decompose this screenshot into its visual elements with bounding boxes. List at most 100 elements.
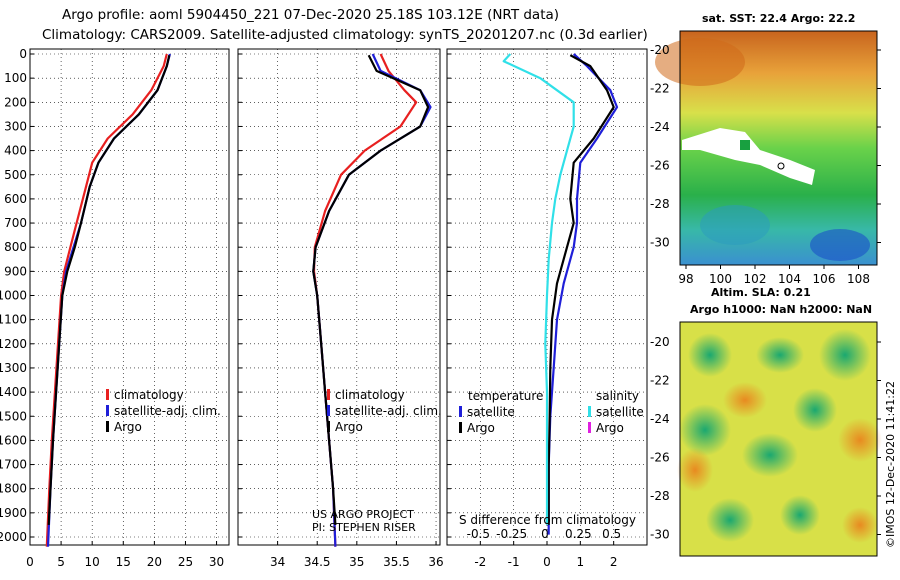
sst-warm-patch	[655, 38, 745, 86]
series-line-salinity-satellite	[502, 53, 575, 525]
map-ytick-label: -26	[650, 159, 670, 173]
xtick-label: 20	[147, 555, 162, 569]
map-xtick-label: 98	[678, 272, 693, 286]
difference-xlabel: S difference from climatology	[459, 513, 636, 527]
ytick-label: 2000	[0, 530, 27, 544]
sst-cool-patch	[700, 205, 770, 245]
map-ytick-label: -22	[650, 374, 670, 388]
sla-eddy	[780, 495, 820, 535]
series-line-satellite-adj-clim-	[46, 53, 171, 547]
ytick-label: 700	[4, 216, 27, 230]
xtick-label: 10	[85, 555, 100, 569]
sla-map-title: Altim. SLA: 0.21	[711, 286, 811, 299]
legend-label-temp-satellite: satellite	[467, 405, 515, 419]
legend-swatch-sal-argo	[588, 422, 591, 433]
map-ytick-label: -24	[650, 412, 670, 426]
sla-eddy	[679, 404, 731, 456]
ytick-label: 1100	[0, 313, 27, 327]
ytick-label: 1500	[0, 409, 27, 423]
ytick-label: 900	[4, 264, 27, 278]
legend-swatch-argo	[106, 421, 109, 432]
sal-xtick-label: 0.5	[602, 527, 621, 541]
map-ytick-label: -28	[650, 489, 670, 503]
xtick-label: -2	[474, 555, 486, 569]
sst-argo-marker	[777, 162, 785, 170]
sla-eddy	[793, 388, 837, 432]
ytick-label: 0	[19, 47, 27, 61]
pi-annotation: PI: STEPHEN RISER	[312, 521, 416, 534]
map-ytick-label: -28	[650, 197, 670, 211]
xtick-label: 35.5	[383, 555, 410, 569]
legend-swatch-sal-satellite	[588, 406, 591, 417]
sla-eddy	[742, 433, 798, 477]
legend-swatch-argo	[327, 421, 330, 432]
sla-high	[838, 418, 882, 462]
ytick-label: 1600	[0, 433, 27, 447]
ytick-label: 200	[4, 95, 27, 109]
sst-pixel-patch	[740, 140, 750, 150]
map-ytick-label: -30	[650, 528, 670, 542]
map-ytick-label: -26	[650, 451, 670, 465]
sla-map-frame	[679, 321, 878, 557]
sla-eddy	[688, 333, 732, 377]
temperature-legend: climatology satellite-adj. clim. Argo	[106, 388, 221, 434]
sal-xtick-label: -0.25	[496, 527, 527, 541]
sla-eddy	[706, 498, 754, 542]
difference-legend: temperature salinity satellite Argo sate…	[459, 389, 644, 527]
salinity-legend: climatology satellite-adj. clim. Argo US…	[312, 388, 442, 534]
ytick-label: 100	[4, 71, 27, 85]
ytick-label: 1800	[0, 482, 27, 496]
legend-label-climatology: climatology	[335, 388, 405, 402]
legend-swatch-satellite	[106, 405, 109, 416]
ytick-label: 600	[4, 192, 27, 206]
xtick-label: 0	[543, 555, 551, 569]
profile-title: Argo profile: aoml 5904450_221 07-Dec-20…	[62, 7, 560, 23]
xtick-label: 1	[577, 555, 585, 569]
ytick-label: 1700	[0, 458, 27, 472]
series-line-climatology	[45, 53, 168, 547]
xtick-label: 36	[428, 555, 443, 569]
salinity-panel-frame	[237, 48, 441, 546]
legend-swatch-climatology	[106, 389, 109, 400]
sla-map	[677, 321, 882, 557]
xtick-label: 0	[26, 555, 34, 569]
sla-high	[842, 507, 878, 543]
ytick-label: 1200	[0, 337, 27, 351]
sal-xtick-label: 0	[541, 527, 549, 541]
legend-title-temperature: temperature	[468, 389, 543, 403]
legend-swatch-temp-satellite	[459, 406, 462, 417]
sal-xtick-label: 0.25	[565, 527, 592, 541]
legend-swatch-temp-argo	[459, 422, 462, 433]
sla-high	[677, 448, 713, 492]
ytick-label: 1300	[0, 361, 27, 375]
map-ytick-label: -22	[650, 82, 670, 96]
ytick-label: 400	[4, 144, 27, 158]
sla-high	[723, 382, 767, 418]
sst-cloud-mask	[682, 128, 815, 185]
map-ytick-label: -30	[650, 236, 670, 250]
sal-xtick-label: -0.5	[467, 527, 490, 541]
map-xtick-label: 108	[847, 272, 870, 286]
sla-map-subtitle: Argo h1000: NaN h2000: NaN	[690, 303, 873, 316]
sst-cold-patch	[810, 229, 870, 261]
xtick-label: 30	[209, 555, 224, 569]
series-line-temperature-satellite	[547, 53, 619, 535]
legend-swatch-climatology	[327, 389, 330, 400]
map-xtick-label: 102	[744, 272, 767, 286]
ytick-label: 1900	[0, 506, 27, 520]
ytick-label: 1400	[0, 385, 27, 399]
ytick-label: 300	[4, 119, 27, 133]
temperature-profile: 0100200300400500600700800900100011001200…	[0, 47, 229, 569]
ytick-label: 800	[4, 240, 27, 254]
difference-from-climatology: -2 -1 0 1 2 -0.5 -0.25 0 0.25 0.5	[447, 49, 647, 569]
legend-label-sal-argo: Argo	[596, 421, 624, 435]
map-ytick-label: -24	[650, 120, 670, 134]
project-annotation: US ARGO PROJECT	[312, 508, 414, 521]
legend-label-argo: Argo	[335, 420, 363, 434]
xtick-label: 15	[116, 555, 131, 569]
salinity-profile: 34 34.5 35 35.5 36	[238, 49, 444, 569]
map-ytick-label: -20	[650, 335, 670, 349]
ytick-label: 1000	[0, 289, 27, 303]
xtick-label: 5	[57, 555, 65, 569]
